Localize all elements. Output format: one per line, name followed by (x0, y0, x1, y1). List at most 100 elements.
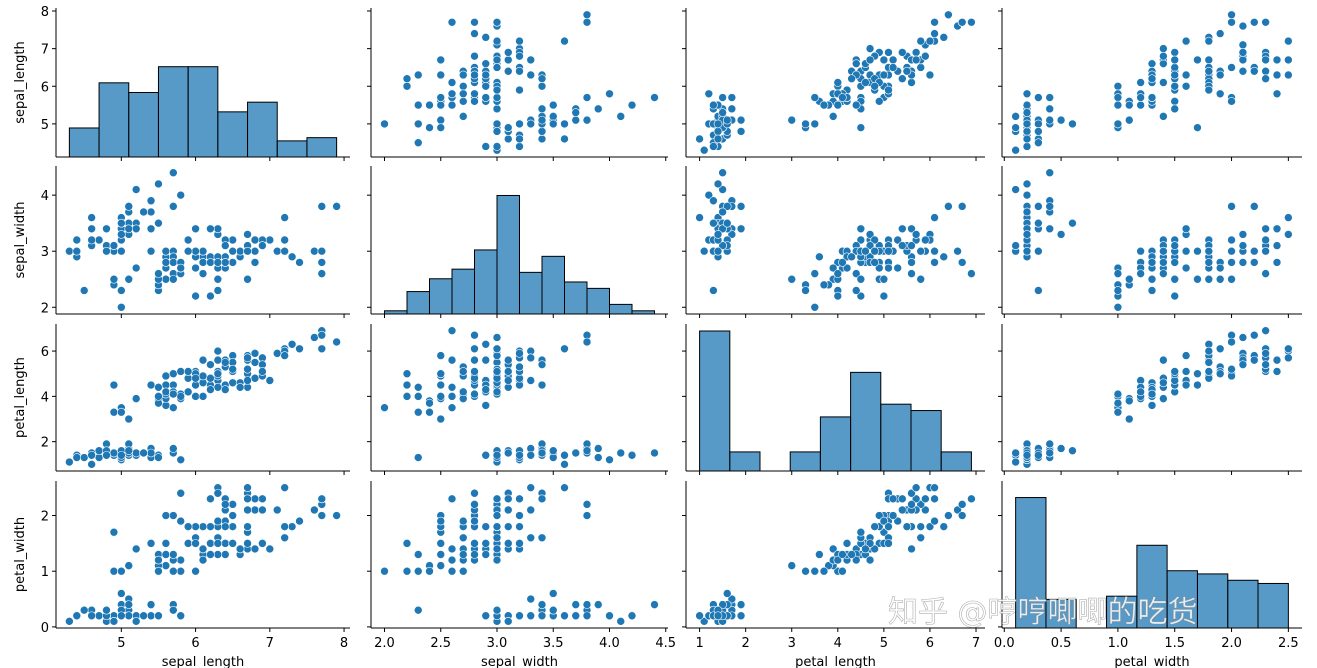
scatter-point (838, 258, 847, 267)
scatter-point (526, 119, 536, 129)
scatter-point (1238, 333, 1248, 342)
scatter-point (537, 115, 547, 125)
scatter-point (169, 202, 178, 211)
scatter-point (930, 494, 939, 504)
x-tick-label: 2.5 (1278, 636, 1299, 651)
scatter-point (503, 522, 513, 531)
scatter-point (470, 367, 479, 376)
scatter-point (819, 100, 829, 110)
scatter-point (709, 286, 718, 295)
scatter-point (492, 533, 502, 543)
scatter-point (957, 202, 967, 211)
y-tick-label: 5 (41, 118, 49, 133)
y-tick-label: 8 (41, 5, 49, 20)
scatter-point (718, 93, 727, 102)
x-tick-label: 1 (695, 636, 703, 651)
scatter-point (220, 258, 230, 267)
scatter-point (436, 55, 446, 65)
subplot: 0.0 0.5 1.0 1.5 2.0 2.5 (994, 481, 1302, 651)
scatter-point (458, 533, 468, 543)
scatter-point (1147, 286, 1157, 295)
scatter-point (1045, 224, 1055, 234)
scatter-point (447, 100, 457, 110)
scatter-point (1284, 344, 1293, 354)
scatter-point (503, 48, 513, 57)
scatter-point (515, 119, 524, 129)
scatter-point (870, 81, 879, 91)
scatter-point (865, 55, 875, 65)
scatter-point (957, 17, 967, 27)
scatter-point (220, 522, 230, 531)
scatter-point (191, 392, 200, 401)
scatter-point (718, 108, 727, 117)
scatter-point (470, 500, 479, 509)
scatter-point (380, 403, 389, 412)
scatter-point (470, 97, 479, 106)
scatter-point (515, 522, 524, 531)
scatter-point (206, 522, 215, 531)
scatter-point (571, 448, 581, 458)
scatter-point (870, 522, 879, 531)
scatter-point (72, 246, 82, 256)
scatter-point (1284, 213, 1293, 222)
scatter-point (447, 555, 457, 565)
scatter-point (79, 605, 89, 615)
scatter-point (169, 566, 178, 576)
scatter-point (856, 274, 866, 284)
scatter-point (258, 367, 267, 376)
scatter-point (1215, 344, 1225, 354)
scatter-point (571, 115, 581, 125)
scatter-point (102, 450, 111, 460)
scatter-point (243, 376, 252, 385)
scatter-point (515, 142, 524, 151)
scatter-point (470, 89, 479, 99)
scatter-point (1261, 17, 1270, 27)
scatter-point (1181, 224, 1191, 234)
scatter-point (161, 258, 171, 267)
scatter-point (560, 460, 569, 469)
scatter-point (191, 566, 200, 576)
scatter-point (169, 403, 178, 412)
scatter-point (884, 246, 893, 256)
scatter-point (1170, 274, 1180, 284)
hist-bar (586, 287, 610, 315)
scatter-point (1215, 369, 1225, 379)
scatter-point (87, 460, 96, 469)
scatter-point (470, 550, 479, 559)
scatter-point (921, 494, 930, 504)
scatter-point (402, 539, 412, 548)
scatter-point (1193, 369, 1202, 379)
scatter-point (907, 500, 916, 509)
scatter-point (944, 511, 953, 520)
scatter-point (605, 611, 614, 621)
scatter-point (874, 97, 884, 106)
scatter-point (228, 522, 237, 531)
scatter-point (939, 522, 949, 531)
scatter-point (470, 17, 479, 27)
scatter-point (1034, 202, 1043, 211)
scatter-point (250, 373, 260, 383)
scatter-point (481, 550, 491, 559)
x-tick-label: 4.0 (599, 636, 620, 651)
scatter-point (503, 494, 513, 504)
scatter-point (161, 550, 171, 559)
scatter-point (124, 274, 134, 284)
scatter-point (154, 392, 163, 401)
scatter-point (235, 544, 245, 554)
scatter-point (1136, 78, 1145, 87)
scatter-point (704, 89, 714, 99)
scatter-point (1159, 269, 1168, 278)
scatter-point (515, 539, 524, 548)
scatter-point (1204, 367, 1214, 376)
scatter-point (154, 566, 163, 576)
scatter-point (447, 392, 457, 401)
scatter-point (1011, 457, 1020, 467)
scatter-point (1170, 291, 1180, 301)
scatter-point (548, 100, 558, 110)
y-tick-label: 6 (41, 80, 49, 95)
scatter-point (295, 258, 304, 267)
scatter-point (916, 246, 926, 256)
scatter-point (709, 218, 718, 228)
scatter-point (1011, 448, 1020, 458)
